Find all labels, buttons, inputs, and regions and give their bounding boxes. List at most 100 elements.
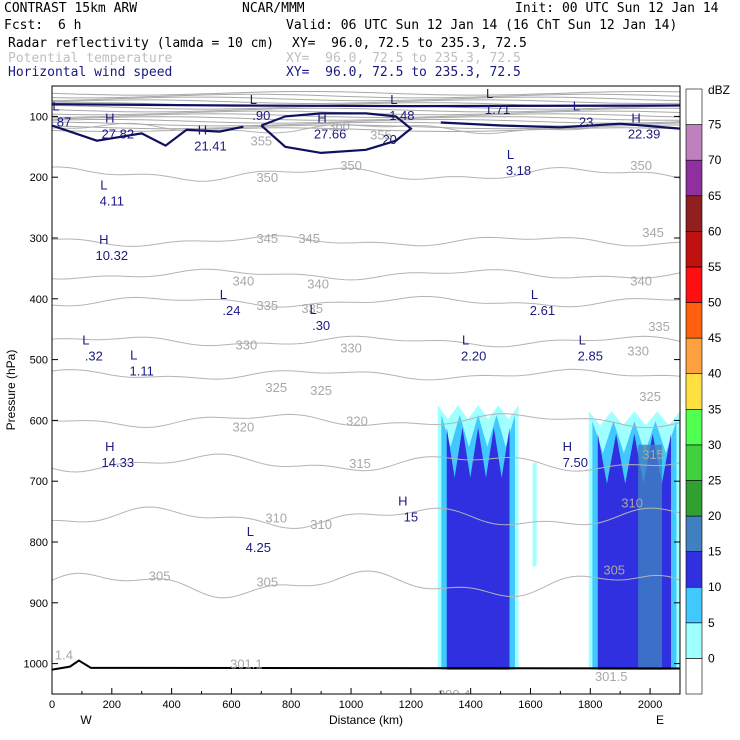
theta-label: 325 <box>265 380 287 395</box>
wind-extremum-value: 14.33 <box>102 455 135 470</box>
theta-label: 330 <box>236 337 258 352</box>
theta-label: 325 <box>310 383 332 398</box>
y-tick-label: 1000 <box>24 659 48 671</box>
theta-label: 350 <box>340 158 362 173</box>
theta-label: 301.1 <box>230 657 263 672</box>
theta-label: 335 <box>648 319 670 334</box>
wind-extremum-value: 27.82 <box>102 126 135 141</box>
wind-extremum-marker: H <box>317 110 326 125</box>
colorbar-level-label: 25 <box>708 473 722 487</box>
theta-label: 340 <box>233 274 255 289</box>
theta-label: 345 <box>298 231 320 246</box>
wind-extremum-marker: L <box>573 98 580 113</box>
center-name: NCAR/MMM <box>242 1 305 16</box>
theta-label: 1.4 <box>55 647 73 662</box>
colorbar-level-label: 40 <box>708 367 722 381</box>
wind-extremum-value: 4.11 <box>100 193 124 208</box>
theta-label: 310 <box>621 495 643 510</box>
wind-contour-label: 20 <box>382 132 396 147</box>
field-name-reflectivity: Radar reflectivity (lamda = 10 cm) <box>8 36 275 51</box>
wind-contour-1 <box>52 124 244 147</box>
theta-label: 305 <box>256 575 278 590</box>
colorbar-box <box>685 88 703 125</box>
theta-label: 330 <box>340 340 362 355</box>
colorbar-level-label: 35 <box>708 402 722 416</box>
theta-label: 335 <box>256 298 278 313</box>
wind-extremum-value: 27.66 <box>314 126 347 141</box>
colorbar-level-label: 45 <box>708 331 722 345</box>
wind-extremum-marker: L <box>390 92 397 107</box>
wind-extremum-value: 4.25 <box>246 540 271 555</box>
wind-extremum-marker: L <box>579 332 586 347</box>
theta-contour-upper <box>52 93 680 99</box>
theta-label: 310 <box>310 517 332 532</box>
wind-extremum-value: 2.20 <box>461 348 486 363</box>
colorbar-box <box>685 622 703 659</box>
colorbar-box <box>685 195 703 232</box>
x-tick-label: 800 <box>282 699 300 711</box>
theta-contour-upper <box>52 118 680 124</box>
wind-extremum-value: 3.18 <box>506 163 531 178</box>
theta-label: 315 <box>349 456 371 471</box>
theta-contour-325 <box>52 368 680 381</box>
y-tick-label: 200 <box>30 172 48 184</box>
x-tick-label: 2000 <box>638 699 662 711</box>
theta-label: 330 <box>627 343 649 358</box>
x-tick-label: 1800 <box>578 699 602 711</box>
x-tick-label: 200 <box>103 699 121 711</box>
theta-label: 320 <box>346 413 368 428</box>
terrain-line <box>52 659 680 671</box>
colorbar-box <box>685 231 703 268</box>
theta-contour-310 <box>52 506 680 529</box>
theta-label: 300.4 <box>438 687 471 702</box>
x-axis-label: Distance (km) <box>329 713 403 727</box>
endpoint-east: E <box>656 713 664 727</box>
colorbar-level-label: 15 <box>708 545 722 559</box>
wind-extremum-marker: L <box>130 348 137 363</box>
colorbar-level-label: 10 <box>708 580 722 594</box>
wind-extremum-value: 1.11 <box>130 364 154 379</box>
colorbar-box <box>685 373 703 410</box>
wind-extremum-marker: H <box>105 110 114 125</box>
wind-extremum-value: .32 <box>85 348 103 363</box>
reflectivity-cell-1-band-3 <box>446 425 510 670</box>
field-name-theta: Potential temperature <box>8 51 173 66</box>
theta-label: 350 <box>256 170 278 185</box>
theta-contour-350 <box>52 166 680 182</box>
colorbar-box <box>685 444 703 481</box>
x-tick-label: 1400 <box>458 699 482 711</box>
field-xy-wind: XY= 96.0, 72.5 to 235.3, 72.5 <box>286 65 521 80</box>
x-tick-label: 1600 <box>518 699 542 711</box>
wind-extremum-marker: L <box>82 332 89 347</box>
wind-extremum-marker: L <box>100 177 107 192</box>
colorbar-level-label: 20 <box>708 509 722 523</box>
theta-label: 355 <box>250 134 272 149</box>
wind-extremum-marker: H <box>105 439 114 454</box>
colorbar-level-label: 5 <box>708 616 715 630</box>
x-tick-label: 1200 <box>399 699 423 711</box>
theta-contour-320 <box>52 413 680 429</box>
wind-extremum-value: 15 <box>404 510 418 525</box>
colorbar-box <box>685 515 703 552</box>
model-title: CONTRAST 15km ARW <box>4 1 138 16</box>
theta-contour-upper <box>52 127 680 132</box>
wind-extremum-marker: L <box>220 287 227 302</box>
colorbar-box <box>685 302 703 339</box>
fcst-label: Fcst: <box>4 18 44 33</box>
wind-extremum-value: .90 <box>252 108 270 123</box>
wind-extremum-marker: L <box>310 302 317 317</box>
y-tick-label: 800 <box>30 537 48 549</box>
theta-label: 301.5 <box>595 669 628 684</box>
wind-extremum-marker: H <box>198 123 207 138</box>
wind-extremum-marker: L <box>531 287 538 302</box>
x-tick-label: 1000 <box>339 699 363 711</box>
wind-extremum-value: 10.32 <box>96 248 129 263</box>
theta-label: 340 <box>307 277 329 292</box>
x-tick-label: 0 <box>49 699 55 711</box>
theta-contour-345 <box>52 235 680 247</box>
wind-contour-4 <box>52 103 680 108</box>
valid-time: Valid: 06 UTC Sun 12 Jan 14 (16 ChT Sun … <box>286 18 678 33</box>
colorbar-box <box>685 408 703 446</box>
plot-frame <box>51 85 681 695</box>
wind-extremum-marker: L <box>507 147 514 162</box>
